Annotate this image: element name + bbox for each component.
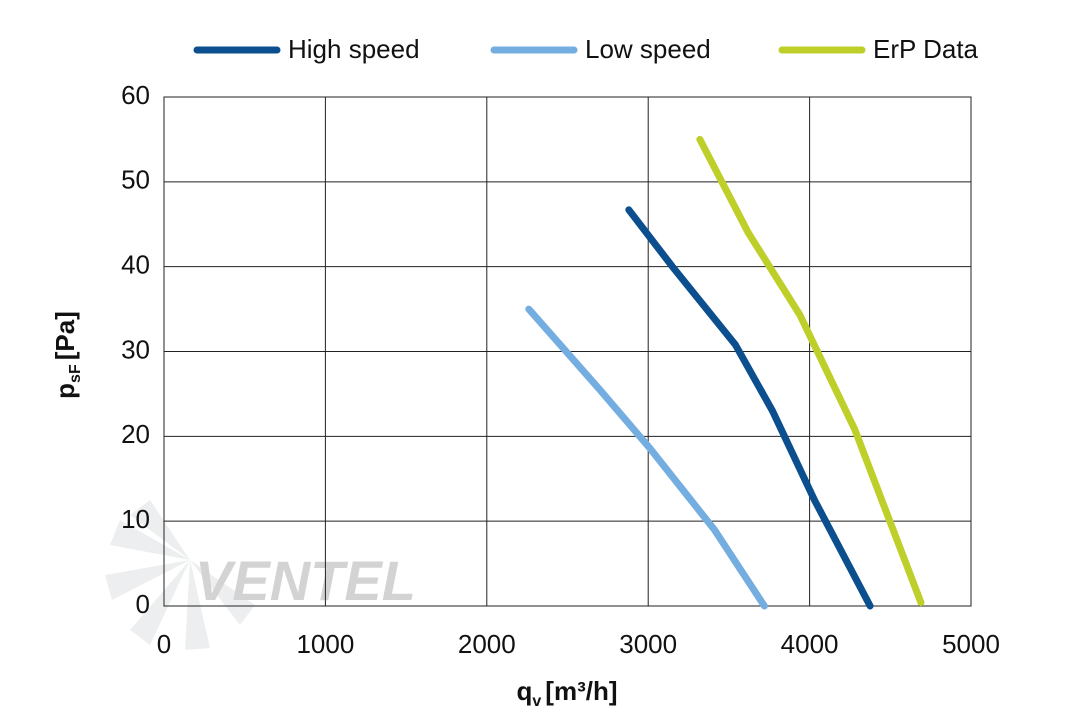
y-tick-label: 60 [121, 80, 150, 110]
y-tick-label: 0 [136, 589, 150, 619]
x-axis-label: qv [m³/h] [517, 676, 618, 710]
series-line [525, 305, 768, 610]
x-label-main: q [517, 676, 533, 706]
x-tick-label: 2000 [458, 629, 516, 659]
plot-area: 0 10 20 30 40 50 60 0 1000 2000 3000 4000 5000 [121, 80, 1000, 659]
fan-logo [105, 500, 255, 650]
y-tick-label: 20 [121, 419, 150, 449]
y-tick-label: 50 [121, 165, 150, 195]
y-tick-label: 30 [121, 334, 150, 364]
x-label-unit: [m³/h] [545, 676, 617, 706]
y-label-unit: [Pa] [50, 311, 80, 360]
y-tick-label: 10 [121, 504, 150, 534]
x-tick-label: 3000 [619, 629, 677, 659]
watermark: VENTEL [105, 500, 416, 650]
x-label-sub: v [532, 693, 541, 710]
y-tick-label: 40 [121, 250, 150, 280]
legend-label: Low speed [585, 34, 711, 64]
x-tick-label: 5000 [942, 629, 1000, 659]
x-tick-label: 1000 [296, 629, 354, 659]
x-tick-label: 4000 [781, 629, 839, 659]
series-line [625, 206, 874, 610]
y-axis-label: psF [Pa] [50, 311, 84, 399]
y-label-sub: sF [67, 364, 84, 383]
y-label-main: p [50, 383, 80, 399]
legend-label: High speed [288, 34, 420, 64]
legend-label: ErP Data [873, 34, 979, 64]
series-line [696, 135, 925, 607]
plot-border [163, 96, 972, 607]
x-tick-label: 0 [157, 629, 171, 659]
watermark-text: VENTEL [195, 549, 416, 612]
